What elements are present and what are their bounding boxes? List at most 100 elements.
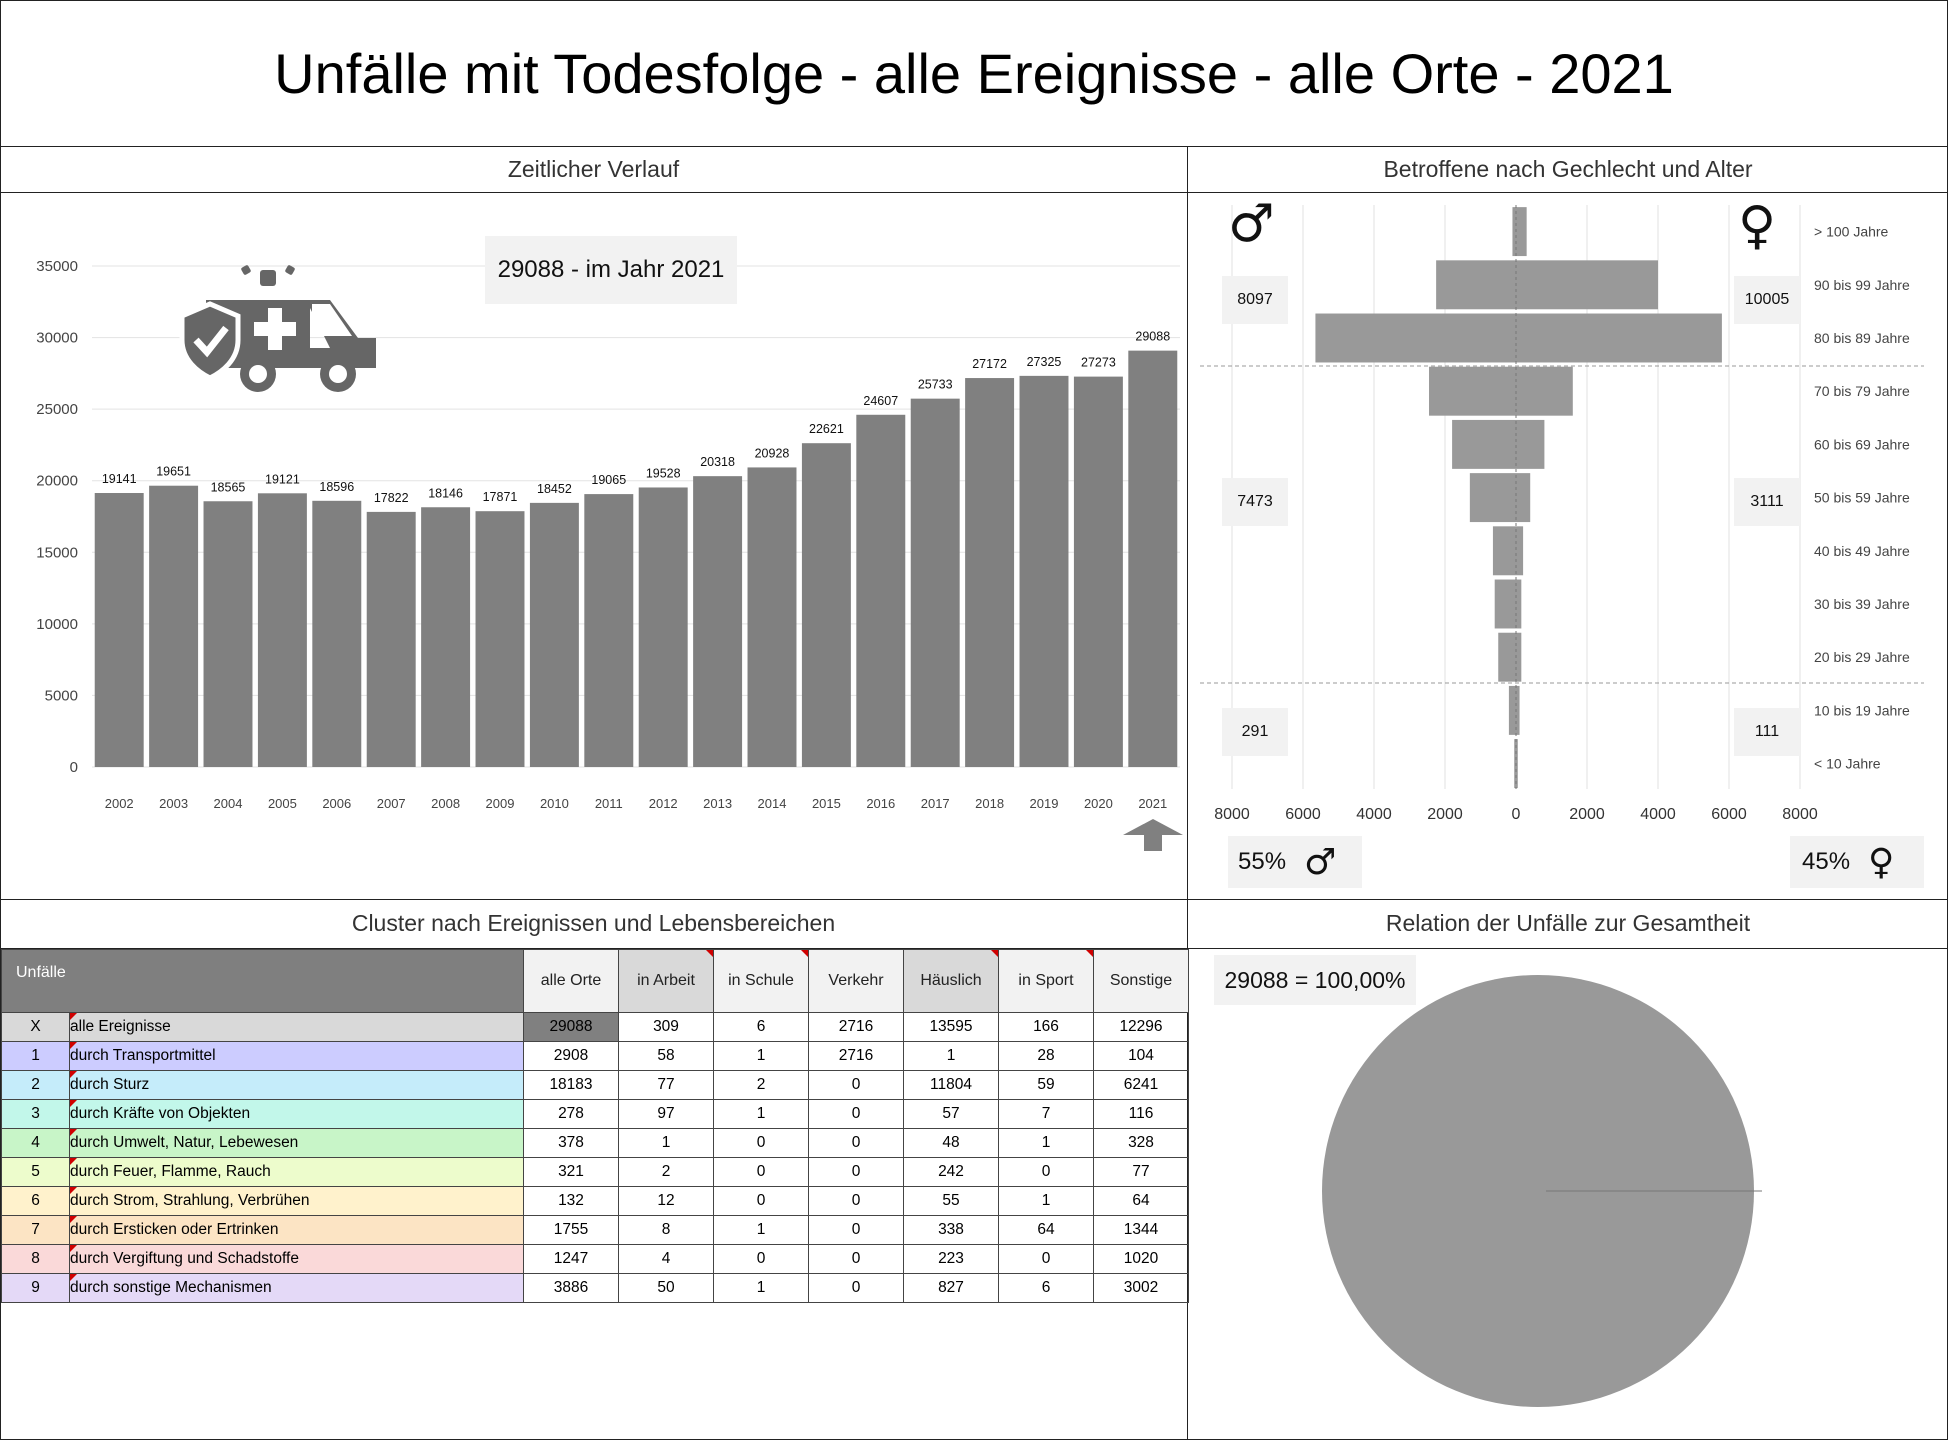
table-cell: 0: [808, 1273, 904, 1303]
age-bar-0: [1512, 207, 1527, 257]
table-cell: 77: [618, 1070, 714, 1100]
x-tick-label: 2012: [649, 796, 678, 811]
timeline-bar-chart: 19141 19651 18565 19121 18596 17822 18146 17871…: [36, 258, 1183, 851]
row-label: durch Strom, Strahlung, Verbrühen: [69, 1186, 524, 1216]
x-tick-label: 6000: [1711, 806, 1747, 823]
age-group-label: 70 bis 79 Jahre: [1814, 383, 1910, 399]
column-header-in-arbeit[interactable]: in Arbeit: [618, 949, 714, 1013]
table-cell: 2: [713, 1070, 809, 1100]
x-tick-label: 2008: [431, 796, 460, 811]
age-bar-3: [1429, 366, 1573, 416]
table-cell: 1: [713, 1099, 809, 1129]
x-tick-label: 8000: [1782, 806, 1818, 823]
table-cell: 97: [618, 1099, 714, 1129]
bar-2020: [1073, 376, 1123, 767]
age-bar-2: [1315, 313, 1722, 363]
x-tick-label: 2007: [377, 796, 406, 811]
bar-2018: [965, 378, 1015, 767]
male-share-icon: ♂: [1304, 841, 1337, 883]
male-share-value: 55%: [1238, 848, 1287, 875]
female-total-lower: 111: [1734, 708, 1800, 756]
age-group-label: < 10 Jahre: [1814, 756, 1881, 772]
table-row[interactable]: 1 durch Transportmittel 2908 58 1 2716 1 28 104: [1, 1041, 1189, 1071]
x-tick-label: 4000: [1356, 806, 1392, 823]
x-tick-label: 2018: [975, 796, 1004, 811]
x-tick-label: 2019: [1030, 796, 1059, 811]
age-bar-5: [1469, 473, 1531, 523]
bar-2012: [638, 487, 688, 767]
age-group-label: > 100 Jahre: [1814, 224, 1889, 240]
age-bar-9: [1508, 685, 1520, 735]
table-row[interactable]: 3 durch Kräfte von Objekten 278 97 1 0 57 7 116: [1, 1099, 1189, 1129]
y-tick-label: 5000: [45, 687, 78, 704]
table-row[interactable]: 2 durch Sturz 18183 77 2 0 11804 59 6241: [1, 1070, 1189, 1100]
bar-2002: [94, 493, 144, 767]
male-total-lower: 291: [1222, 708, 1288, 756]
table-cell: 328: [1093, 1128, 1189, 1158]
page-title: Unfälle mit Todesfolge - alle Ereignisse…: [274, 41, 1674, 105]
bar-value-label: 18452: [537, 482, 572, 496]
table-row[interactable]: 6 durch Strom, Strahlung, Verbrühen 132 12 0…: [1, 1186, 1189, 1216]
bar-2003: [149, 485, 199, 767]
table-cell: 2716: [808, 1041, 904, 1071]
bar-value-label: 19651: [156, 465, 191, 479]
timeline-total-badge: 29088 - im Jahr 2021: [485, 236, 737, 304]
relation-pie-chart: [1322, 975, 1762, 1407]
bar-2011: [584, 494, 634, 767]
table-cell: 0: [713, 1157, 809, 1187]
table-row[interactable]: 5 durch Feuer, Flamme, Rauch 321 2 0 0 242 0 77: [1, 1157, 1189, 1187]
bar-value-label: 19065: [591, 473, 626, 487]
table-cell: 378: [523, 1128, 619, 1158]
x-tick-label: 2003: [159, 796, 188, 811]
bar-2015: [801, 443, 851, 767]
column-header-alle-orte[interactable]: alle Orte: [523, 949, 619, 1013]
x-tick-label: 2000: [1427, 806, 1463, 823]
row-label: durch sonstige Mechanismen: [69, 1273, 524, 1303]
column-header-sonstige[interactable]: Sonstige: [1093, 949, 1189, 1013]
table-row[interactable]: 4 durch Umwelt, Natur, Lebewesen 378 1 0 0 48 1…: [1, 1128, 1189, 1158]
table-row[interactable]: 8 durch Vergiftung und Schadstoffe 1247 4 0 0…: [1, 1244, 1189, 1274]
cluster-table: Unfälle alle Orte in Arbeit in Schule Ve…: [1, 949, 1189, 1303]
x-tick-label: 2006: [322, 796, 351, 811]
table-cell: 48: [903, 1128, 999, 1158]
x-tick-label: 2000: [1569, 806, 1605, 823]
y-tick-label: 35000: [36, 258, 78, 275]
y-tick-label: 10000: [36, 616, 78, 633]
age-bar-1: [1436, 260, 1658, 310]
table-cell: 0: [808, 1099, 904, 1129]
x-tick-label: 2021: [1138, 796, 1167, 811]
table-cell: 58: [618, 1041, 714, 1071]
female-symbol-icon: ♀: [1738, 196, 1777, 256]
table-cell: 827: [903, 1273, 999, 1303]
table-cell: 116: [1093, 1099, 1189, 1129]
relation-total-badge: 29088 = 100,00%: [1214, 955, 1416, 1005]
table-cell: 1: [998, 1128, 1094, 1158]
table-row[interactable]: 9 durch sonstige Mechanismen 3886 50 1 0 827 6 3…: [1, 1273, 1189, 1303]
bar-2014: [747, 467, 797, 767]
table-cell: 1755: [523, 1215, 619, 1245]
table-corner-header: Unfälle: [1, 949, 524, 1013]
table-row[interactable]: 7 durch Ersticken oder Ertrinken 1755 8 1 0 33…: [1, 1215, 1189, 1245]
table-cell: 1: [903, 1041, 999, 1071]
divider-middle: [0, 899, 1948, 900]
table-cell: 166: [998, 1012, 1094, 1042]
column-header-in-sport[interactable]: in Sport: [998, 949, 1094, 1013]
column-header-verkehr[interactable]: Verkehr: [808, 949, 904, 1013]
table-cell: 0: [808, 1128, 904, 1158]
x-tick-label: 2015: [812, 796, 841, 811]
y-tick-label: 0: [70, 759, 78, 776]
row-index: 4: [1, 1128, 70, 1158]
x-tick-label: 6000: [1285, 806, 1321, 823]
bar-value-label: 22621: [809, 422, 844, 436]
bar-value-label: 29088: [1135, 330, 1170, 344]
column-header-haeuslich[interactable]: Häuslich: [903, 949, 999, 1013]
table-cell: 3886: [523, 1273, 619, 1303]
column-header-in-schule[interactable]: in Schule: [713, 949, 809, 1013]
y-tick-label: 20000: [36, 473, 78, 490]
bar-2021: [1128, 350, 1178, 767]
bar-value-label: 19528: [646, 466, 681, 480]
row-label: durch Sturz: [69, 1070, 524, 1100]
table-cell: 64: [998, 1215, 1094, 1245]
male-total-upper: 8097: [1222, 276, 1288, 324]
